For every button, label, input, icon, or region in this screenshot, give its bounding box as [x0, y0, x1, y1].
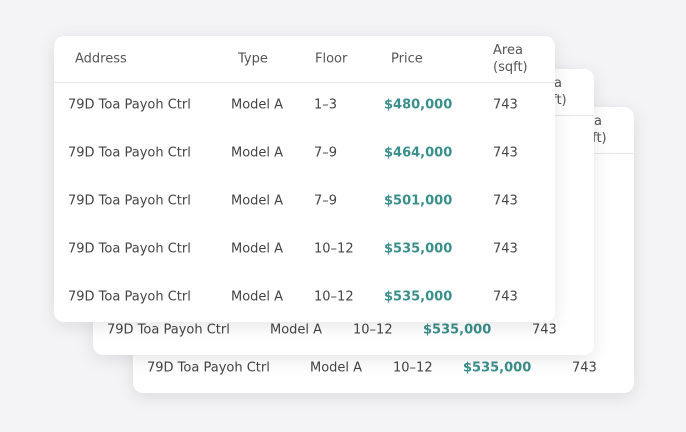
price-cell: $501,000 — [384, 193, 453, 209]
address-cell: 79D Toa Payoh Ctrl — [68, 289, 191, 305]
type-cell: Model A — [231, 289, 284, 305]
area-cell: 743 — [493, 193, 518, 209]
card-front: Address Type Floor Price Area (sqft) 79D Toa … — [54, 36, 555, 322]
type-cell: Model A — [310, 360, 363, 376]
address-cell: 79D Toa Payoh Ctrl — [68, 97, 191, 113]
floor-cell: 10–12 — [353, 322, 393, 338]
address-cell: 79D Toa Payoh Ctrl — [147, 360, 270, 376]
divider — [54, 82, 555, 83]
area-cell: 743 — [493, 289, 518, 305]
floor-cell: 10–12 — [314, 289, 354, 305]
type-cell: Model A — [231, 193, 284, 209]
price-cell: $480,000 — [384, 97, 453, 113]
type-header: Type — [238, 51, 268, 67]
price-header: Price — [391, 51, 423, 67]
type-cell: Model A — [231, 145, 284, 161]
area-cell: 743 — [493, 97, 518, 113]
price-cell: $535,000 — [463, 360, 532, 376]
floor-cell: 10–12 — [314, 241, 354, 257]
area-cell: 743 — [493, 241, 518, 257]
price-cell: $464,000 — [384, 145, 453, 161]
price-cell: $535,000 — [384, 289, 453, 305]
floor-header: Floor — [315, 51, 348, 67]
type-cell: Model A — [270, 322, 323, 338]
floor-cell: 7–9 — [314, 193, 338, 209]
area-header: Area (sqft) — [493, 43, 528, 75]
floor-cell: 7–9 — [314, 145, 338, 161]
address-cell: 79D Toa Payoh Ctrl — [68, 241, 191, 257]
address-header: Address — [75, 51, 127, 67]
area-cell: 743 — [572, 360, 597, 376]
type-cell: Model A — [231, 97, 284, 113]
price-cell: $535,000 — [423, 322, 492, 338]
floor-cell: 1–3 — [314, 97, 338, 113]
floor-cell: 10–12 — [393, 360, 433, 376]
area-cell: 743 — [493, 145, 518, 161]
price-cell: $535,000 — [384, 241, 453, 257]
type-cell: Model A — [231, 241, 284, 257]
area-cell: 743 — [532, 322, 557, 338]
address-cell: 79D Toa Payoh Ctrl — [68, 193, 191, 209]
address-cell: 79D Toa Payoh Ctrl — [107, 322, 230, 338]
address-cell: 79D Toa Payoh Ctrl — [68, 145, 191, 161]
